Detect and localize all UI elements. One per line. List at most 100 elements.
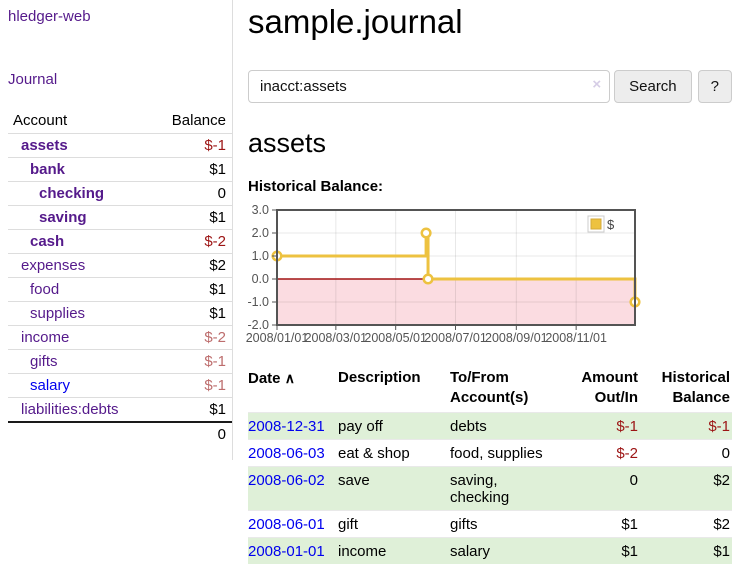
- account-balance: $-2: [148, 325, 232, 350]
- sidebar-account-link[interactable]: food: [30, 281, 60, 298]
- register-header-description: Description: [338, 369, 421, 386]
- accounts-total-value: 0: [148, 421, 232, 446]
- account-row: checking 0: [8, 181, 232, 206]
- register-balance-cell: $2: [640, 466, 732, 511]
- transaction-date-link[interactable]: 2008-06-01: [248, 516, 325, 533]
- search-input[interactable]: [248, 70, 611, 103]
- sidebar-account-link[interactable]: checking: [39, 185, 105, 202]
- register-accounts-cell: salary: [450, 537, 560, 564]
- register-description-cell: pay off: [338, 412, 450, 440]
- account-balance: $1: [148, 157, 232, 182]
- sidebar-account-link[interactable]: salary: [30, 377, 71, 394]
- account-balance: $-2: [148, 229, 232, 254]
- account-row: gifts $-1: [8, 349, 232, 374]
- register-description-cell: eat & shop: [338, 439, 450, 467]
- search-input-wrap: ×: [248, 70, 611, 103]
- svg-text:2.0: 2.0: [252, 226, 269, 240]
- sidebar-account-link[interactable]: liabilities:debts: [21, 401, 119, 418]
- account-balance: $1: [148, 397, 232, 423]
- sidebar: hledger-web Journal Account Balance asse…: [0, 0, 233, 460]
- account-balance: $1: [148, 205, 232, 230]
- register-header-amount: Amount Out/In: [581, 369, 638, 406]
- register-balance-cell: $1: [640, 537, 732, 564]
- account-row: cash $-2: [8, 229, 232, 254]
- hledger-web-app: hledger-web Journal Account Balance asse…: [0, 0, 742, 564]
- register-description-cell: income: [338, 537, 450, 564]
- register-amount-cell: 0: [560, 466, 640, 511]
- sidebar-account-link[interactable]: cash: [30, 233, 65, 250]
- register-description-cell: save: [338, 466, 450, 511]
- register-accounts-cell: debts: [450, 412, 560, 440]
- sidebar-account-link[interactable]: bank: [30, 161, 66, 178]
- sidebar-account-link[interactable]: saving: [39, 209, 87, 226]
- account-balance: $-1: [148, 133, 232, 158]
- search-button[interactable]: Search: [614, 70, 692, 103]
- register-amount-cell: $1: [560, 537, 640, 564]
- account-balance: $-1: [148, 349, 232, 374]
- sidebar-account-link[interactable]: supplies: [30, 305, 86, 322]
- register-header-date-label: Date: [248, 370, 281, 387]
- register-balance-cell: 0: [640, 439, 732, 467]
- account-balance: $2: [148, 253, 232, 278]
- register-date-cell: 2008-06-03: [248, 439, 338, 467]
- transaction-date-link[interactable]: 2008-01-01: [248, 543, 325, 560]
- sidebar-account-link[interactable]: income: [21, 329, 70, 346]
- transaction-date-link[interactable]: 2008-06-02: [248, 472, 325, 489]
- svg-text:2008/03/01: 2008/03/01: [305, 331, 368, 345]
- main-content: sample.journal × Search ? assets Histori…: [233, 0, 742, 564]
- svg-text:2008/05/01: 2008/05/01: [364, 331, 427, 345]
- account-row: saving $1: [8, 205, 232, 230]
- chart-label: Historical Balance:: [248, 178, 384, 195]
- transaction-date-link[interactable]: 2008-12-31: [248, 418, 325, 435]
- svg-text:2008/01/01: 2008/01/01: [246, 331, 309, 345]
- historical-balance-chart: 3.0 2.0 1.0 0.0 -1.0 -2.0 2008/01/01 2008/03/01…: [246, 203, 732, 345]
- register-date-cell: 2008-06-01: [248, 510, 338, 538]
- account-title: assets: [248, 128, 327, 158]
- accounts-table: Account Balance assets $-1 bank $1 checking 0…: [8, 109, 232, 446]
- register-amount-cell: $-1: [560, 412, 640, 440]
- register-accounts-cell: saving, checking: [450, 466, 560, 511]
- register-accounts-cell: gifts: [450, 510, 560, 538]
- clear-search-icon[interactable]: ×: [592, 76, 602, 93]
- brand-link[interactable]: hledger-web: [8, 8, 91, 25]
- account-row: expenses $2: [8, 253, 232, 278]
- accounts-header-account: Account: [8, 109, 149, 134]
- svg-text:$: $: [607, 217, 615, 232]
- sidebar-account-link[interactable]: assets: [21, 137, 68, 154]
- sidebar-item-journal[interactable]: Journal: [8, 71, 58, 88]
- account-balance: $1: [148, 301, 232, 326]
- accounts-header-balance: Balance: [148, 109, 232, 134]
- account-row: supplies $1: [8, 301, 232, 326]
- register-date-cell: 2008-01-01: [248, 537, 338, 564]
- page-title: sample.journal: [248, 3, 463, 40]
- register-amount-cell: $-2: [560, 439, 640, 467]
- register-accounts-cell: food, supplies: [450, 439, 560, 467]
- register-balance-cell: $2: [640, 510, 732, 538]
- svg-text:2008/11/01: 2008/11/01: [545, 331, 607, 345]
- sidebar-account-link[interactable]: expenses: [21, 257, 86, 274]
- account-balance: $1: [148, 277, 232, 302]
- register-row: 2008-06-02 save saving, checking 0 $2: [248, 466, 732, 511]
- accounts-total-spacer: [8, 421, 149, 446]
- register-date-cell: 2008-06-02: [248, 466, 338, 511]
- svg-text:2008/07/01: 2008/07/01: [424, 331, 487, 345]
- transaction-date-link[interactable]: 2008-06-03: [248, 445, 325, 462]
- help-button[interactable]: ?: [697, 70, 732, 103]
- svg-text:0.0: 0.0: [252, 272, 269, 286]
- register-description-cell: gift: [338, 510, 450, 538]
- register-row: 2008-01-01 income salary $1 $1: [248, 537, 732, 564]
- register-row: 2008-06-01 gift gifts $1 $2: [248, 510, 732, 538]
- svg-text:-2.0: -2.0: [247, 318, 269, 332]
- accounts-header-row: Account Balance: [8, 109, 232, 134]
- account-row: salary $-1: [8, 373, 232, 398]
- register-header-row: Date ∧ Description To/From Account(s) Am…: [248, 366, 732, 413]
- sidebar-account-link[interactable]: gifts: [30, 353, 58, 370]
- search-form: × Search ?: [248, 70, 732, 103]
- account-row: food $1: [8, 277, 232, 302]
- register-amount-cell: $1: [560, 510, 640, 538]
- account-row: assets $-1: [8, 133, 232, 158]
- register-row: 2008-06-03 eat & shop food, supplies $-2 0: [248, 439, 732, 467]
- chevron-up-icon: ∧: [284, 370, 295, 386]
- chart-svg: 3.0 2.0 1.0 0.0 -1.0 -2.02008/01/012008/03/01…: [246, 203, 641, 345]
- account-balance: 0: [148, 181, 232, 206]
